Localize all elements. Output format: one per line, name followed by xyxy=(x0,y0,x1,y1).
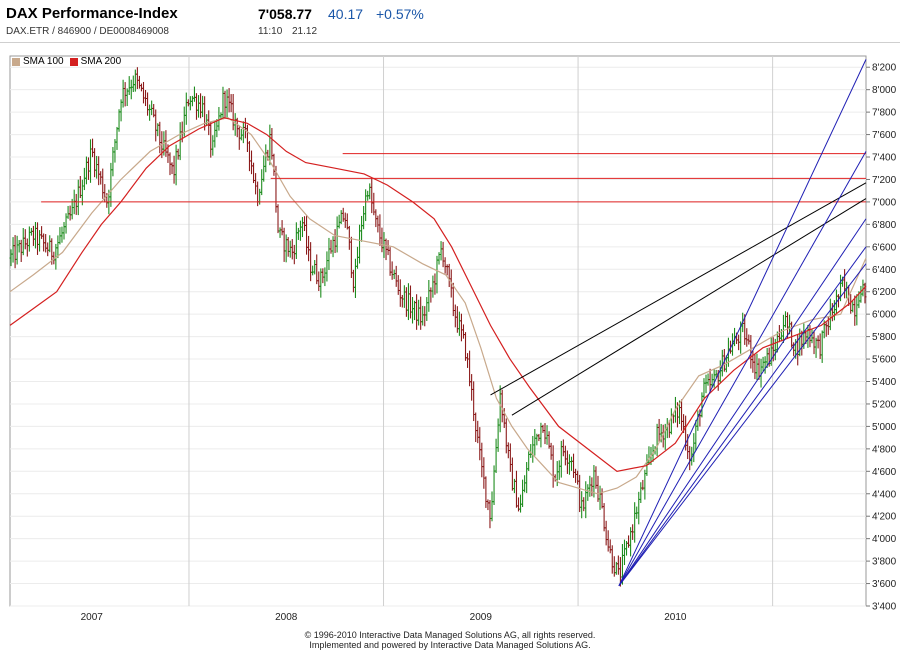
last-price: 7'058.77 xyxy=(258,6,312,22)
copyright-line: © 1996-2010 Interactive Data Managed Sol… xyxy=(304,630,596,640)
y-tick-label: 7'800 xyxy=(872,108,897,119)
sma100-line xyxy=(9,117,867,495)
x-tick-label: 2009 xyxy=(470,612,493,623)
legend-swatch-sma100 xyxy=(12,57,20,66)
y-tick-label: 5'800 xyxy=(872,332,897,343)
y-tick-label: 8'000 xyxy=(872,85,897,96)
y-tick-label: 6'800 xyxy=(872,220,897,231)
y-tick-label: 5'000 xyxy=(872,422,897,433)
instrument-identifiers: DAX.ETR / 846900 / DE0008469008 xyxy=(6,26,169,37)
y-tick-label: 3'400 xyxy=(872,602,897,613)
y-tick-label: 5'200 xyxy=(872,399,897,410)
instrument-title: DAX Performance-Index xyxy=(6,5,178,22)
y-tick-label: 4'000 xyxy=(872,534,897,545)
header-divider xyxy=(0,42,900,43)
y-tick-label: 4'800 xyxy=(872,444,897,455)
y-tick-label: 7'200 xyxy=(872,175,897,186)
price-change-percent: +0.57% xyxy=(376,6,424,22)
x-tick-label: 2010 xyxy=(664,612,687,623)
y-tick-label: 6'200 xyxy=(872,287,897,298)
y-tick-label: 6'000 xyxy=(872,310,897,321)
legend-label-sma100: SMA 100 xyxy=(23,56,64,67)
trend-line-blue xyxy=(618,263,867,587)
y-tick-label: 7'000 xyxy=(872,197,897,208)
chart-legend: SMA 100 SMA 200 xyxy=(12,56,127,67)
trend-line-black xyxy=(511,198,867,416)
y-tick-label: 7'400 xyxy=(872,153,897,164)
plot-frame xyxy=(9,55,867,607)
trend-line-blue xyxy=(618,59,867,587)
y-tick-label: 4'200 xyxy=(872,512,897,523)
y-tick-label: 4'400 xyxy=(872,489,897,500)
legend-swatch-sma200 xyxy=(69,57,78,66)
y-tick-label: 6'600 xyxy=(872,242,897,253)
y-tick-label: 8'200 xyxy=(872,63,897,74)
x-tick-label: 2007 xyxy=(81,612,104,623)
x-tick-label: 2008 xyxy=(275,612,298,623)
y-tick-label: 3'800 xyxy=(872,557,897,568)
legend-label-sma200: SMA 200 xyxy=(80,56,122,67)
trend-line-blue xyxy=(618,246,867,587)
legend-item-sma100: SMA 100 xyxy=(12,56,64,67)
quote-date: 21.12 xyxy=(292,26,318,37)
trend-line-blue xyxy=(618,151,867,587)
trend-line-blue xyxy=(618,218,867,587)
y-tick-label: 7'600 xyxy=(872,130,897,141)
powered-by-line: Implemented and powered by Interactive D… xyxy=(309,640,591,650)
quote-time: 11:10 xyxy=(258,26,283,37)
y-tick-label: 3'600 xyxy=(872,579,897,590)
trend-line-black xyxy=(490,182,867,396)
y-tick-label: 4'600 xyxy=(872,467,897,478)
legend-item-sma200: SMA 200 xyxy=(69,56,122,67)
y-tick-label: 5'400 xyxy=(872,377,897,388)
y-tick-label: 6'400 xyxy=(872,265,897,276)
y-tick-label: 5'600 xyxy=(872,355,897,366)
price-change: 40.17 xyxy=(328,6,364,22)
